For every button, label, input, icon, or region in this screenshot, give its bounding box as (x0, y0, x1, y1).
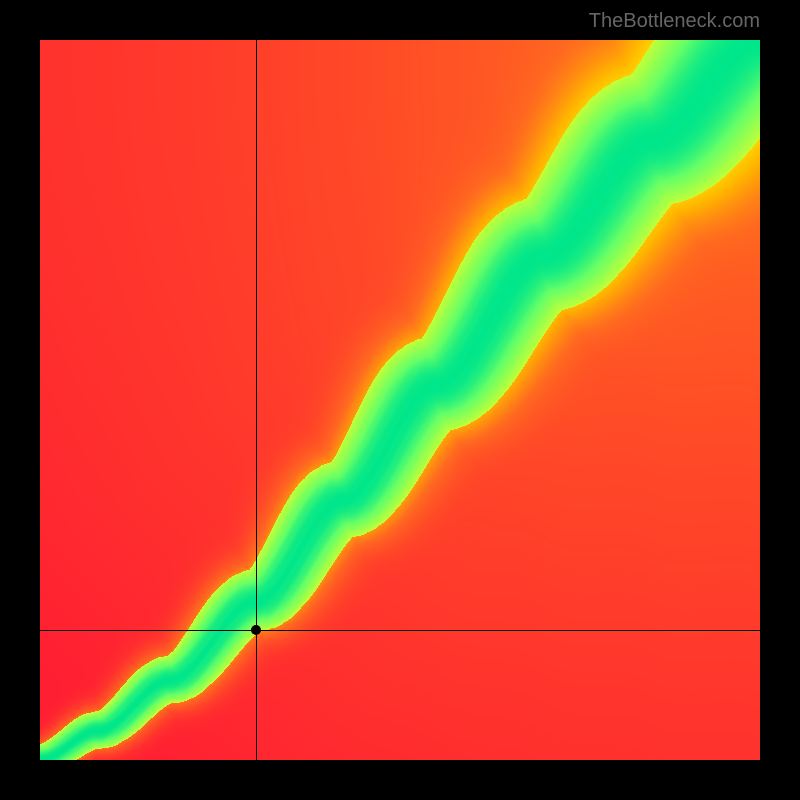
heatmap-plot (40, 40, 760, 760)
heatmap-canvas (40, 40, 760, 760)
attribution-text: TheBottleneck.com (589, 10, 760, 33)
